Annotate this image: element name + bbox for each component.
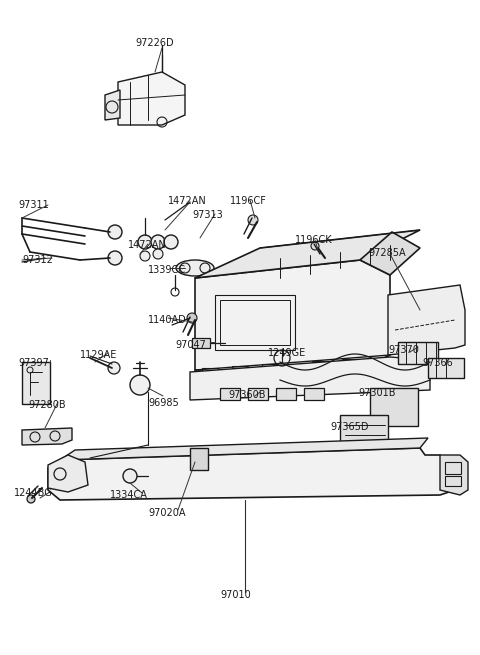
Circle shape bbox=[108, 225, 122, 239]
Circle shape bbox=[140, 251, 150, 261]
Text: 1129AE: 1129AE bbox=[80, 350, 118, 360]
Polygon shape bbox=[440, 455, 468, 495]
Bar bbox=[398, 342, 438, 364]
Bar bbox=[304, 388, 324, 400]
Bar bbox=[262, 364, 278, 374]
Bar bbox=[312, 361, 328, 371]
Text: 97366: 97366 bbox=[422, 358, 453, 368]
Text: 1196CF: 1196CF bbox=[230, 196, 267, 206]
Text: 1334CA: 1334CA bbox=[110, 490, 148, 500]
Circle shape bbox=[151, 235, 165, 249]
Bar bbox=[220, 388, 240, 400]
Ellipse shape bbox=[176, 260, 214, 276]
Bar bbox=[220, 300, 290, 345]
Bar bbox=[192, 338, 210, 348]
Bar bbox=[276, 388, 296, 400]
Text: 1196CK: 1196CK bbox=[295, 235, 333, 245]
Bar bbox=[342, 359, 358, 369]
Text: 97226D: 97226D bbox=[135, 38, 174, 48]
Text: 1140AD: 1140AD bbox=[148, 315, 187, 325]
Bar bbox=[215, 295, 295, 350]
Text: 97312: 97312 bbox=[22, 255, 53, 265]
Bar bbox=[340, 415, 388, 457]
Polygon shape bbox=[48, 455, 88, 492]
Text: 97280B: 97280B bbox=[28, 400, 66, 410]
Circle shape bbox=[138, 235, 152, 249]
Polygon shape bbox=[105, 90, 120, 120]
Polygon shape bbox=[60, 438, 428, 460]
Text: 1244BG: 1244BG bbox=[14, 488, 53, 498]
Polygon shape bbox=[190, 357, 430, 400]
Polygon shape bbox=[118, 72, 185, 125]
Bar bbox=[232, 366, 248, 376]
Bar bbox=[202, 368, 218, 378]
Text: 96985: 96985 bbox=[148, 398, 179, 408]
Bar bbox=[248, 388, 268, 400]
Bar bbox=[428, 358, 464, 378]
Polygon shape bbox=[195, 230, 420, 278]
Text: 97010: 97010 bbox=[220, 590, 251, 600]
Bar bbox=[370, 388, 418, 426]
Text: 97313: 97313 bbox=[192, 210, 223, 220]
Text: 97311: 97311 bbox=[18, 200, 49, 210]
Text: 97020A: 97020A bbox=[148, 508, 185, 518]
Circle shape bbox=[164, 235, 178, 249]
Text: 97047: 97047 bbox=[175, 340, 206, 350]
Circle shape bbox=[130, 375, 150, 395]
Text: 1249GE: 1249GE bbox=[268, 348, 306, 358]
Polygon shape bbox=[22, 428, 72, 445]
Circle shape bbox=[187, 313, 197, 323]
Polygon shape bbox=[360, 232, 420, 275]
Circle shape bbox=[27, 495, 35, 503]
Circle shape bbox=[108, 362, 120, 374]
Text: 97301B: 97301B bbox=[358, 388, 396, 398]
Circle shape bbox=[123, 469, 137, 483]
Circle shape bbox=[108, 251, 122, 265]
Text: 1339CC: 1339CC bbox=[148, 265, 186, 275]
Bar bbox=[445, 476, 461, 486]
Text: 97285A: 97285A bbox=[368, 248, 406, 258]
Polygon shape bbox=[48, 448, 455, 500]
Text: 1472AN: 1472AN bbox=[128, 240, 167, 250]
Text: 97370: 97370 bbox=[388, 345, 419, 355]
Circle shape bbox=[311, 242, 319, 250]
Polygon shape bbox=[195, 260, 390, 370]
Text: 1472AN: 1472AN bbox=[168, 196, 207, 206]
Circle shape bbox=[153, 249, 163, 259]
Circle shape bbox=[248, 215, 258, 225]
Polygon shape bbox=[388, 285, 465, 355]
Bar bbox=[445, 462, 461, 474]
Bar bbox=[190, 448, 208, 470]
Text: 97397: 97397 bbox=[18, 358, 49, 368]
Bar bbox=[22, 362, 50, 404]
Text: 97365D: 97365D bbox=[330, 422, 369, 432]
Text: 97360B: 97360B bbox=[228, 390, 265, 400]
